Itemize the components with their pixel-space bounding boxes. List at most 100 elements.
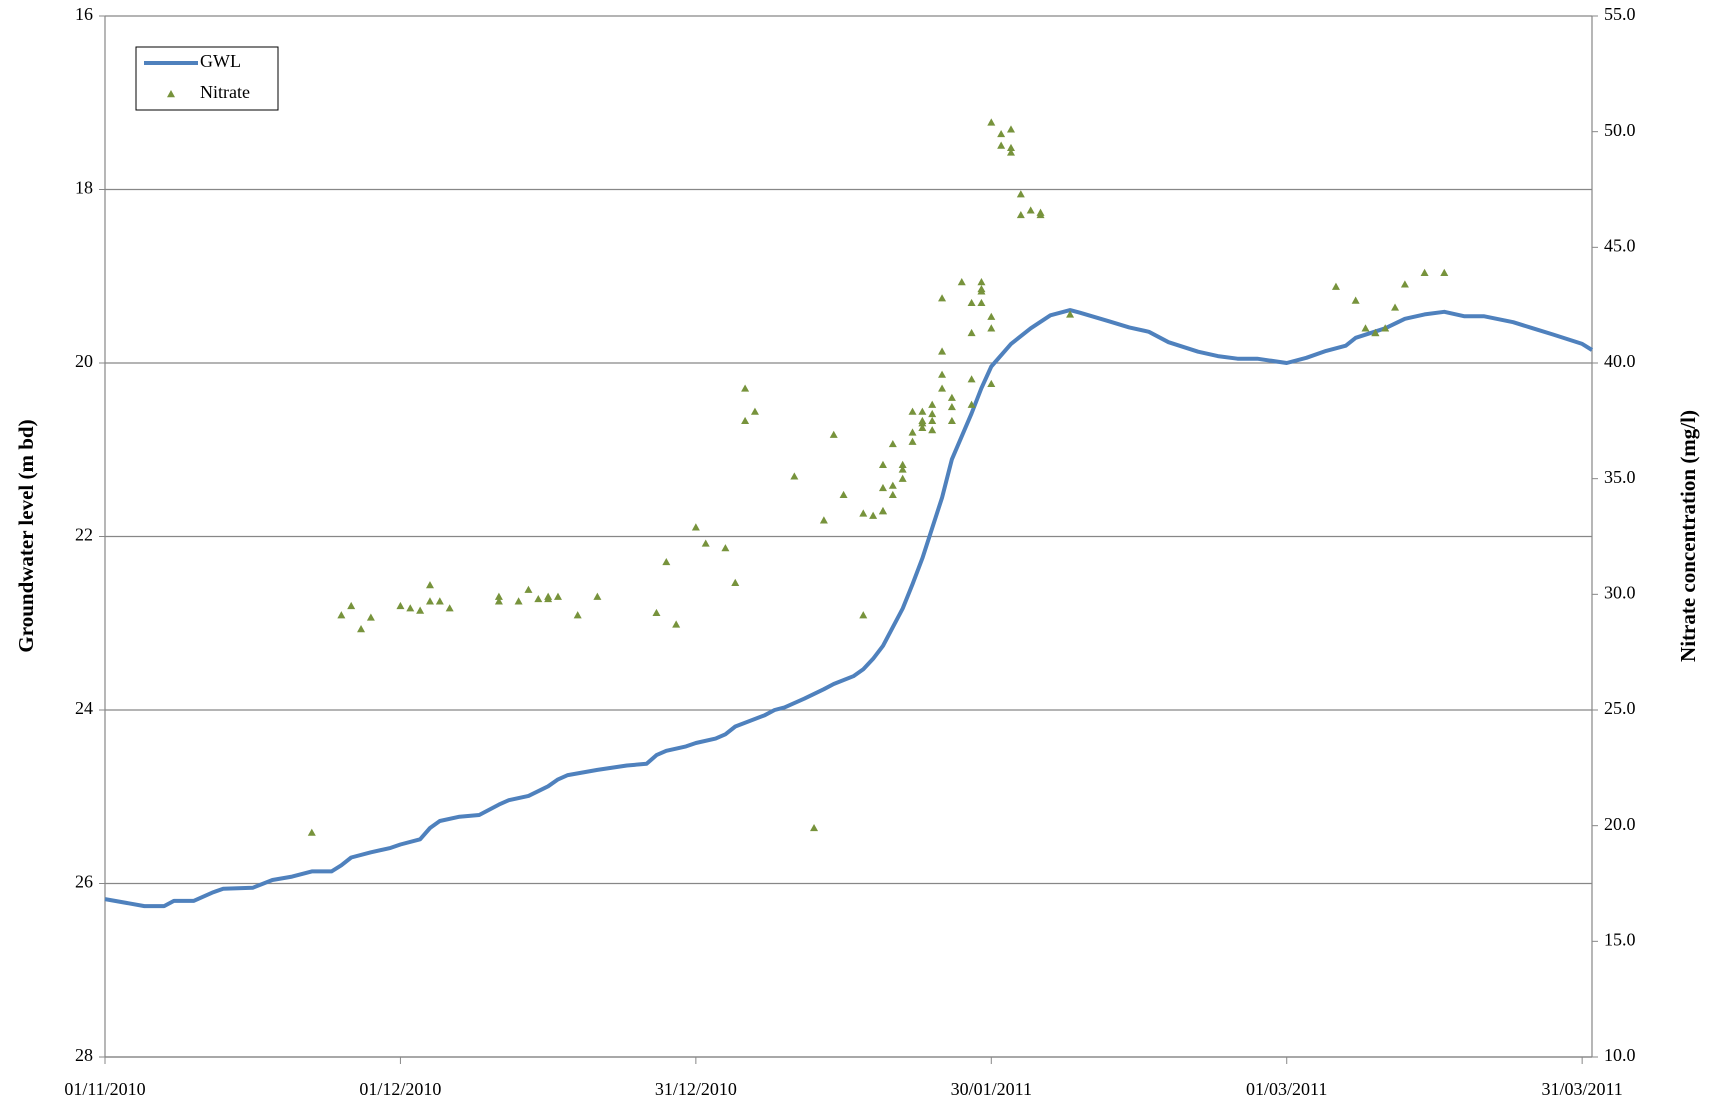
- nitrate-point: [918, 407, 927, 415]
- nitrate-point: [997, 129, 1006, 138]
- nitrate-point: [544, 592, 553, 600]
- y2-tick-label: 45.0: [1604, 235, 1636, 255]
- y-tick-label: 24: [75, 698, 93, 718]
- nitrate-point: [967, 298, 976, 307]
- nitrate-point: [957, 278, 966, 286]
- gwl-line: [104, 308, 1594, 909]
- y2-tick-label: 15.0: [1604, 929, 1636, 949]
- nitrate-point: [652, 608, 661, 617]
- nitrate-point: [938, 347, 947, 355]
- y2-tick-label: 55.0: [1604, 4, 1636, 24]
- nitrate-point: [701, 539, 710, 547]
- nitrate-point: [1361, 324, 1370, 332]
- nitrate-point: [878, 460, 887, 468]
- nitrate-point: [553, 592, 562, 600]
- nitrate-point: [888, 439, 897, 448]
- nitrate-point: [1351, 296, 1360, 304]
- nitrate-point: [977, 284, 986, 293]
- nitrate-point: [928, 409, 937, 418]
- nitrate-point: [1006, 125, 1015, 133]
- nitrate-point: [662, 557, 671, 566]
- nitrate-point: [1016, 190, 1025, 198]
- y-tick-label: 18: [75, 178, 93, 198]
- x-tick-label: 01/03/2011: [1246, 1079, 1327, 1099]
- nitrate-point: [425, 597, 434, 605]
- nitrate-point: [947, 402, 956, 411]
- nitrate-point: [987, 118, 996, 126]
- y-tick-label: 28: [75, 1045, 93, 1065]
- y-tick-label: 26: [75, 872, 93, 892]
- nitrate-point: [366, 613, 375, 621]
- nitrate-point: [888, 481, 897, 489]
- nitrate-point: [524, 585, 533, 593]
- nitrate-point: [829, 430, 838, 438]
- legend-swatch: [167, 90, 175, 98]
- nitrate-point: [1381, 324, 1390, 332]
- x-tick-label: 30/01/2011: [951, 1079, 1032, 1099]
- nitrate-point: [918, 423, 927, 431]
- y2-tick-label: 35.0: [1604, 467, 1636, 487]
- x-tick-label: 31/03/2011: [1541, 1079, 1622, 1099]
- nitrate-point: [859, 509, 868, 517]
- x-tick-label: 01/11/2010: [64, 1079, 145, 1099]
- nitrate-point: [494, 597, 503, 605]
- nitrate-point: [987, 379, 996, 388]
- nitrate-point: [878, 483, 887, 492]
- nitrate-point: [435, 597, 444, 605]
- y2-tick-label: 25.0: [1604, 698, 1636, 718]
- nitrate-point: [750, 407, 759, 415]
- nitrate-point: [947, 416, 956, 425]
- nitrate-point: [967, 375, 976, 383]
- legend-box: [135, 46, 279, 111]
- nitrate-point: [898, 460, 907, 468]
- nitrate-point: [977, 298, 986, 307]
- nitrate-point: [898, 474, 907, 482]
- nitrate-point: [908, 437, 917, 445]
- nitrate-point: [790, 472, 799, 480]
- nitrate-point: [1006, 143, 1015, 152]
- nitrate-point: [416, 606, 425, 614]
- y-axis-title: Groundwater level (m bd): [14, 419, 38, 652]
- nitrate-point: [839, 490, 848, 499]
- nitrate-point: [967, 328, 976, 337]
- nitrate-point: [445, 604, 454, 612]
- nitrate-point: [967, 400, 976, 408]
- nitrate-point: [869, 511, 878, 519]
- nitrate-point: [859, 611, 868, 619]
- y-tick-label: 22: [75, 525, 93, 545]
- nitrate-point: [1016, 210, 1025, 219]
- y2-tick-label: 30.0: [1604, 582, 1636, 602]
- nitrate-point: [888, 490, 897, 499]
- x-tick-label: 31/12/2010: [655, 1079, 737, 1099]
- nitrate-point: [1400, 280, 1409, 288]
- nitrate-point: [514, 597, 523, 605]
- nitrate-point: [1066, 310, 1075, 318]
- nitrate-point: [928, 416, 937, 425]
- x-tick-label: 01/12/2010: [359, 1079, 441, 1099]
- nitrate-point: [731, 578, 740, 586]
- nitrate-point: [593, 592, 602, 600]
- nitrate-point: [357, 625, 366, 633]
- nitrate-point: [918, 419, 927, 427]
- nitrate-point: [1371, 328, 1380, 337]
- legend-label: GWL: [200, 51, 241, 71]
- nitrate-point: [947, 393, 956, 401]
- nitrate-point: [1006, 148, 1015, 156]
- nitrate-point: [878, 507, 887, 515]
- nitrate-point: [977, 278, 986, 286]
- nitrate-point: [898, 465, 907, 473]
- nitrate-point: [573, 611, 582, 619]
- nitrate-point: [1331, 282, 1340, 290]
- nitrate-point: [1440, 268, 1449, 276]
- nitrate-point: [1026, 206, 1035, 214]
- nitrate-point: [396, 601, 405, 610]
- y2-tick-label: 20.0: [1604, 814, 1636, 834]
- nitrate-point: [1420, 268, 1429, 276]
- nitrate-point: [908, 407, 917, 415]
- nitrate-point: [741, 416, 750, 425]
- nitrate-point: [425, 581, 434, 589]
- nitrate-point: [987, 324, 996, 332]
- nitrate-point: [691, 523, 700, 531]
- y-tick-label: 20: [75, 351, 93, 371]
